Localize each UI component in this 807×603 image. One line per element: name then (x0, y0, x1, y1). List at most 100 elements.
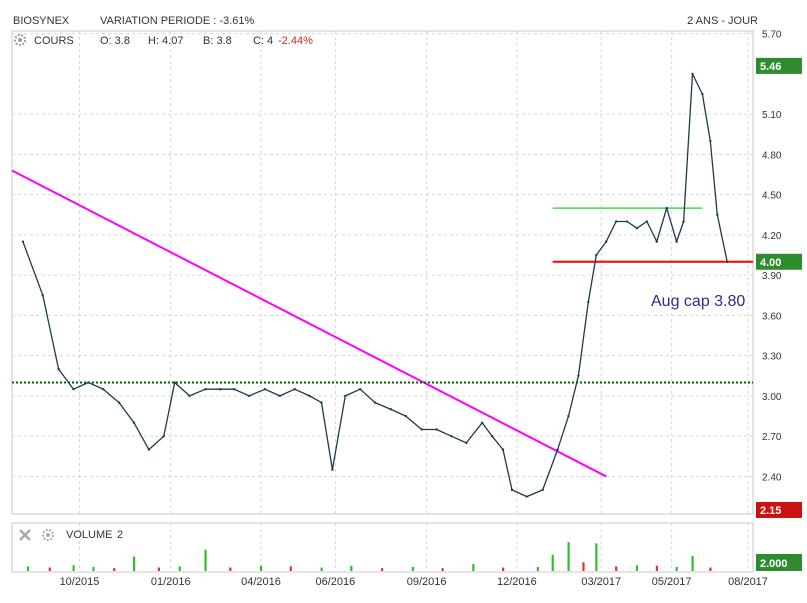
price-point (404, 414, 408, 418)
y-tick-label: 2.40 (762, 472, 782, 483)
price-point (541, 488, 544, 492)
volume-bar (320, 567, 323, 571)
x-tick-label: 06/2016 (315, 576, 355, 588)
price-point (614, 220, 618, 223)
volume-bar (582, 562, 585, 571)
x-axis-labels: 10/2015 01/2016 04/2016 06/2016 09/2016 12/20… (60, 576, 768, 588)
low-value: B: 3.8 (203, 35, 232, 47)
price-badge-low (756, 501, 802, 518)
price-badge-high (756, 57, 802, 74)
price-series-line (22, 73, 728, 498)
price-point (701, 92, 704, 96)
price-point (716, 213, 719, 217)
price-point (567, 414, 570, 418)
change-value: -2.44% (278, 35, 313, 47)
price-point (709, 139, 712, 143)
period-label[interactable]: 2 ANS - JOUR (687, 15, 758, 27)
close-icon[interactable] (19, 529, 31, 541)
price-grid (12, 31, 753, 514)
x-tick-label: 10/2015 (60, 576, 100, 588)
price-point (21, 240, 25, 243)
volume-bar (381, 568, 384, 571)
price-badge-last (756, 253, 802, 270)
price-point (41, 294, 44, 297)
price-point (87, 381, 90, 384)
volume-period: 2 (117, 529, 123, 541)
volume-bar (441, 568, 444, 571)
trendline-line (11, 169, 607, 478)
x-tick-label: 09/2016 (407, 576, 447, 588)
price-point (635, 227, 639, 230)
price-point (490, 434, 494, 438)
close-value: C: 4 (253, 35, 273, 47)
volume-bar (551, 554, 554, 571)
volume-grid (78, 523, 749, 572)
volume-bar (92, 566, 95, 571)
price-point (556, 448, 559, 451)
price-point (675, 240, 678, 243)
price-point (358, 388, 362, 391)
high-value: H: 4.07 (148, 35, 183, 47)
volume-bar (259, 565, 263, 571)
volume-bar (675, 566, 678, 571)
y-tick-label: 4.50 (762, 191, 782, 202)
y-tick-label: 5.10 (762, 110, 782, 121)
ticker-title: BIOSYNEX (13, 15, 70, 27)
price-point (132, 421, 136, 424)
price-point (577, 374, 580, 378)
price-point (420, 428, 423, 431)
price-point (278, 394, 282, 398)
y-tick-label: 2.70 (762, 432, 782, 443)
price-point (102, 388, 105, 391)
price-point (510, 488, 514, 492)
y-tick-label: 3.30 (762, 352, 782, 363)
price-point (147, 448, 151, 451)
volume-bar (133, 556, 136, 571)
price-point (308, 394, 311, 398)
price-point (480, 421, 484, 424)
volume-panel-frame (11, 522, 754, 573)
annotation-text: Aug cap 3.80 (651, 293, 745, 310)
price-point (655, 240, 658, 243)
variation-label: VARIATION PERIODE : -3.61% (100, 15, 254, 27)
volume-bar (411, 566, 414, 571)
volume-bars (26, 542, 712, 571)
y-axis-labels: 2.40 2.70 3.00 3.30 3.60 3.90 4.20 4.50 4.80 5.10… (762, 30, 782, 484)
open-value: O: 3.8 (100, 35, 130, 47)
price-point (525, 495, 529, 498)
price-point (450, 434, 453, 438)
price-point (57, 367, 60, 371)
volume-bar (204, 549, 207, 571)
y-tick-label: 4.20 (762, 231, 782, 242)
price-panel-frame (11, 30, 754, 515)
volume-bar (229, 567, 232, 571)
price-point (344, 394, 347, 398)
price-point (173, 381, 176, 384)
price-point (219, 388, 222, 391)
y-tick-label: 4.80 (762, 150, 782, 161)
volume-bar (655, 565, 658, 571)
x-tick-label: 03/2017 (581, 576, 621, 588)
volume-bar (691, 556, 694, 571)
price-point (726, 260, 729, 263)
x-tick-label: 05/2017 (652, 576, 692, 588)
volume-bar (567, 542, 570, 571)
volume-bar (350, 565, 353, 571)
volume-bar (178, 566, 181, 571)
volume-bar (48, 567, 51, 571)
x-tick-label: 08/2017 (728, 576, 768, 588)
price-point (320, 401, 323, 404)
price-point (188, 394, 191, 398)
gear-icon[interactable] (14, 34, 26, 46)
volume-bar (113, 568, 116, 571)
volume-bar (26, 566, 30, 571)
gear-icon[interactable] (42, 529, 54, 541)
price-point (117, 401, 121, 404)
price-badge-label: 4.00 (760, 257, 781, 269)
price-point (331, 468, 334, 471)
volume-bar (157, 567, 161, 571)
volume-bar (536, 566, 539, 571)
price-point (665, 206, 668, 210)
volume-bar (289, 566, 292, 571)
